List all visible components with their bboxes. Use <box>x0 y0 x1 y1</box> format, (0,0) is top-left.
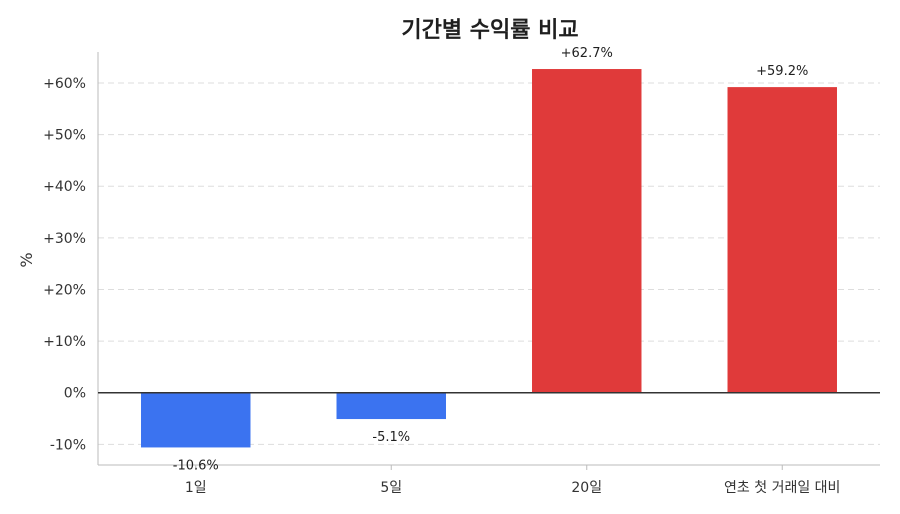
data-label: +59.2% <box>756 64 808 79</box>
y-tick-label: 0% <box>64 386 86 402</box>
data-label: -10.6% <box>173 458 219 473</box>
y-tick-label: -10% <box>50 437 86 453</box>
y-tick-label: +40% <box>43 179 86 195</box>
x-tick-labels: 1일 5일 20일 연초 첫 거래일 대비 <box>185 480 841 496</box>
data-label: +62.7% <box>561 46 613 61</box>
bar <box>727 87 837 393</box>
axes <box>97 52 880 470</box>
y-axis-label: % <box>17 252 36 267</box>
x-tick-label: 1일 <box>185 480 207 496</box>
y-tick-label: +10% <box>43 334 86 350</box>
chart-title: 기간별 수익률 비교 <box>401 18 578 43</box>
x-tick-label: 5일 <box>380 480 402 496</box>
data-label: -5.1% <box>372 430 410 445</box>
x-tick-label: 연초 첫 거래일 대비 <box>724 480 840 496</box>
x-tick-label: 20일 <box>571 480 602 496</box>
grid-lines <box>98 82 880 445</box>
bar <box>141 392 251 448</box>
y-tick-labels: -10% 0% +10% +20% +30% +40% +50% +60% <box>43 76 86 453</box>
y-tick-label: +30% <box>43 231 86 247</box>
bars <box>141 69 837 448</box>
bar <box>532 69 642 393</box>
y-tick-label: +50% <box>43 128 86 144</box>
data-labels: -10.6% -5.1% +62.7% +59.2% <box>173 46 809 473</box>
bar <box>336 392 446 420</box>
y-tick-label: +20% <box>43 282 86 298</box>
y-tick-label: +60% <box>43 76 86 92</box>
